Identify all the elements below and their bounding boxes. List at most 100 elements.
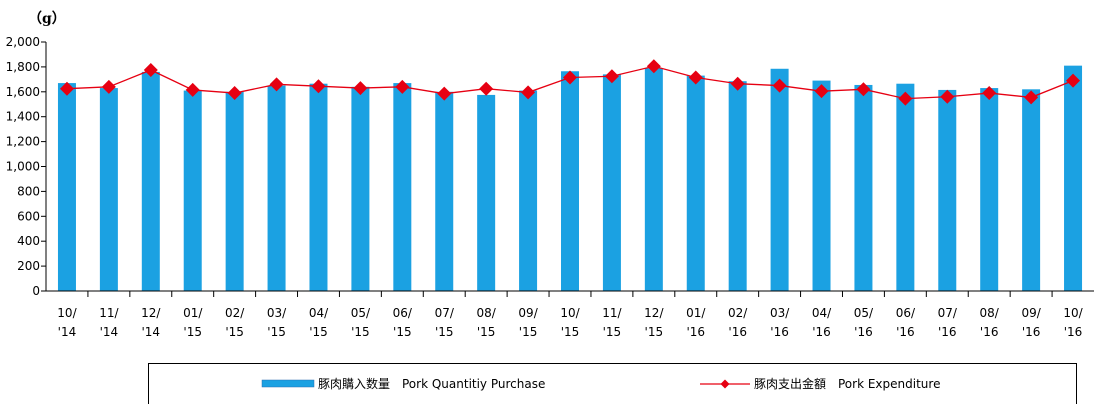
legend-label-quantity: 豚肉購入数量 Pork Quantitiy Purchase (318, 376, 545, 391)
x-tick-label-year: '15 (477, 325, 496, 339)
y-tick-label: 600 (17, 209, 40, 223)
x-tick-label-year: '15 (351, 325, 370, 339)
line-point (311, 79, 326, 94)
x-tick-label-year: '16 (980, 325, 999, 339)
bar (141, 71, 160, 291)
x-tick-label-year: '14 (142, 325, 161, 339)
bar (728, 81, 747, 291)
bar-series (57, 65, 1083, 292)
bar (770, 68, 789, 291)
x-tick-label-year: '16 (896, 325, 915, 339)
x-tick-label-month: 11/ (602, 306, 622, 320)
bar (561, 71, 579, 291)
x-tick-label-month: 02/ (728, 306, 748, 320)
y-tick-label: 1,600 (6, 85, 40, 99)
x-tick-label-year: '15 (267, 325, 286, 339)
x-tick-label-month: 06/ (393, 306, 413, 320)
line-point (521, 85, 536, 100)
line-point (479, 81, 494, 96)
bar (602, 74, 621, 292)
legend: 豚肉購入数量 Pork Quantitiy Purchase 豚肉支出金額 Po… (148, 363, 1077, 404)
x-tick-label-month: 07/ (938, 306, 958, 320)
bar (980, 88, 999, 291)
y-tick-label: 0 (32, 284, 40, 298)
x-tick-label-year: '16 (854, 325, 873, 339)
x-tick-label-year: '15 (393, 325, 412, 339)
y-unit-label: （g） (28, 11, 66, 27)
bar (519, 90, 538, 292)
bar (267, 85, 286, 291)
axes (45, 42, 1094, 292)
x-tick-label-year: '15 (603, 325, 622, 339)
line-point (688, 70, 703, 85)
y-tick-label: 1,000 (6, 160, 40, 174)
line-series (59, 59, 1081, 106)
y-tick-label: 400 (17, 234, 40, 248)
x-tick-label-year: '16 (728, 325, 747, 339)
line-point (59, 81, 74, 96)
line-point (437, 86, 452, 101)
line-point (227, 86, 242, 101)
x-tick-label-month: 10/ (1063, 306, 1083, 320)
bar (938, 89, 957, 292)
line-point (1066, 73, 1081, 88)
x-tick-label-year: '16 (812, 325, 831, 339)
x-tick-label-month: 09/ (1021, 306, 1041, 320)
x-tick-label-year: '16 (686, 325, 705, 339)
x-tick-label-year: '15 (309, 325, 328, 339)
x-tick-label-year: '15 (435, 325, 454, 339)
x-tick-label-month: 08/ (477, 306, 497, 320)
bar (477, 94, 496, 291)
line-point (940, 89, 955, 104)
y-axis-ticks: 0 200 400 600 800 1,000 1,200 1,400 1,600 1,800 2,… (6, 35, 46, 298)
bar (812, 80, 831, 291)
line-point (856, 82, 871, 97)
bar (57, 83, 76, 292)
y-tick-label: 1,800 (6, 60, 40, 74)
line-point (563, 70, 577, 85)
legend-frame (148, 363, 1077, 404)
legend-label-expenditure: 豚肉支出金額 Pork Expenditure (754, 376, 940, 391)
bar (183, 90, 202, 292)
bar (686, 75, 705, 292)
x-tick-label-year: '15 (183, 325, 202, 339)
bar (99, 88, 118, 291)
y-tick-label: 800 (17, 184, 40, 198)
x-tick-label-month: 09/ (518, 306, 538, 320)
line-point (395, 79, 410, 94)
y-tick-label: 1,200 (6, 135, 40, 149)
x-tick-label-month: 10/ (57, 306, 77, 320)
x-tick-label-year: '14 (100, 325, 119, 339)
bar (309, 83, 328, 292)
bar (1022, 89, 1041, 291)
x-tick-label-year: '14 (58, 325, 77, 339)
x-tick-label-month: 04/ (309, 306, 329, 320)
line-point (898, 91, 913, 106)
line-point (730, 76, 745, 91)
y-tick-label: 1,400 (6, 110, 40, 124)
line-point (982, 86, 997, 101)
x-tick-label-month: 12/ (141, 306, 161, 320)
line-point (269, 77, 284, 92)
x-tick-label-month: 08/ (980, 306, 1000, 320)
x-tick-label-year: '16 (1022, 325, 1041, 339)
x-tick-label-month: 11/ (99, 306, 119, 320)
legend-swatch-bar (261, 379, 315, 388)
x-tick-label-month: 04/ (812, 306, 832, 320)
x-tick-label-year: '15 (519, 325, 538, 339)
bar (225, 91, 244, 291)
bar (644, 68, 663, 292)
bar (351, 86, 370, 291)
line-point (1024, 90, 1039, 105)
legend-marker-diamond (720, 379, 730, 389)
y-tick-label: 200 (17, 259, 40, 273)
x-tick-label-year: '16 (770, 325, 789, 339)
x-axis-ticks: 10/ '14 11/ '14 12/ '14 01/ '15 02/ '15 03/ '15 04/ '… (57, 291, 1084, 339)
y-tick-label: 2,000 (6, 35, 40, 49)
line-point (772, 78, 787, 93)
x-tick-label-month: 02/ (225, 306, 245, 320)
x-tick-label-month: 12/ (644, 306, 664, 320)
x-tick-label-month: 01/ (183, 306, 203, 320)
line-point (353, 81, 368, 96)
